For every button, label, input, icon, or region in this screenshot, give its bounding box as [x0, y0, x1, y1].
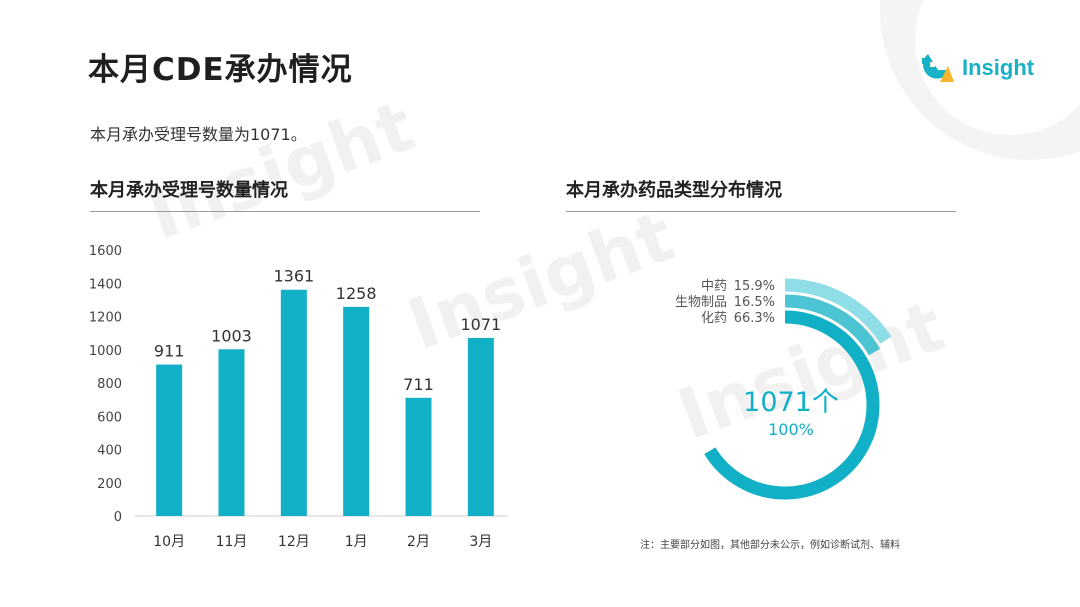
watermark-1: Insight: [138, 85, 424, 256]
watermark-3: Insight: [668, 285, 954, 456]
brand-name: Insight: [962, 55, 1035, 80]
footnote: 注：主要部分如图，其他部分未公示，例如诊断试剂、辅料: [640, 540, 900, 551]
pie-chart-title: 本月承办药品类型分布情况: [566, 180, 782, 201]
bar-chart-divider: [90, 211, 480, 212]
logo-icon: [922, 54, 954, 82]
pie-chart-divider: [566, 211, 956, 212]
watermark-2: Insight: [398, 195, 684, 366]
brand-logo: Insight: [920, 52, 1034, 84]
intro-text: 本月承办受理号数量为1071。: [90, 125, 307, 144]
bar-chart-title: 本月承办受理号数量情况: [90, 180, 288, 201]
page-title: 本月CDE承办情况: [88, 52, 353, 88]
